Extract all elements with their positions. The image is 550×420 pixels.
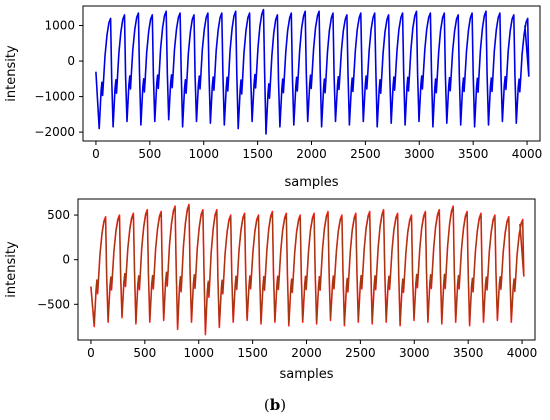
bottom-subplot: 0 500 1000 1500 2000 2500 3000 3500 4000 −500 0 50… — [4, 198, 537, 382]
bottom-series-line-1 — [90, 205, 525, 332]
top-x-axis-label: samples — [284, 175, 338, 190]
top-y-axis-label: intensity — [4, 45, 19, 102]
top-series-line-0 — [95, 8, 530, 135]
bottom-x-tick-label: 2500 — [345, 346, 376, 360]
top-x-tick-label: 500 — [138, 147, 161, 161]
bottom-x-tick-label: 4000 — [507, 346, 538, 360]
top-x-tick-label: 1500 — [242, 147, 273, 161]
bottom-y-axis-ticks: −500 0 500 — [37, 208, 78, 311]
bottom-x-axis-label: samples — [279, 367, 333, 382]
top-y-tick-label: −1000 — [34, 90, 75, 104]
top-x-tick-label: 1000 — [188, 147, 219, 161]
top-series-group — [95, 8, 530, 135]
figure-caption: (b) — [264, 396, 286, 414]
top-x-tick-label: 2500 — [350, 147, 381, 161]
top-y-tick-label: 0 — [67, 54, 75, 68]
bottom-x-tick-label: 3000 — [399, 346, 430, 360]
top-x-tick-label: 0 — [92, 147, 100, 161]
top-x-tick-label: 3000 — [404, 147, 435, 161]
top-x-tick-label: 2000 — [296, 147, 327, 161]
bottom-x-tick-label: 3500 — [453, 346, 484, 360]
bottom-y-tick-label: 500 — [47, 208, 70, 222]
bottom-x-tick-label: 2000 — [291, 346, 322, 360]
caption-letter: b — [270, 396, 281, 414]
top-y-tick-label: −2000 — [34, 125, 75, 139]
bottom-x-tick-label: 1000 — [183, 346, 214, 360]
bottom-series-group — [90, 203, 525, 336]
bottom-x-tick-label: 500 — [133, 346, 156, 360]
bottom-y-tick-label: 0 — [62, 253, 70, 267]
top-subplot: 0 500 1000 1500 2000 2500 3000 3500 4000 −2000 −1… — [4, 5, 542, 190]
caption-close-paren: ) — [280, 396, 286, 414]
top-x-axis-ticks: 0 500 1000 1500 2000 2500 3000 3500 4000 — [92, 141, 542, 161]
bottom-plot-frame — [77, 198, 536, 341]
bottom-x-tick-label: 1500 — [237, 346, 268, 360]
top-y-axis-ticks: −2000 −1000 0 1000 — [34, 19, 83, 139]
bottom-x-axis-ticks: 0 500 1000 1500 2000 2500 3000 3500 4000 — [87, 340, 537, 360]
top-x-tick-label: 3500 — [458, 147, 489, 161]
top-y-tick-label: 1000 — [44, 19, 75, 33]
caption-open-paren: ( — [264, 396, 270, 414]
bottom-y-axis-label: intensity — [4, 241, 19, 298]
bottom-y-tick-label: −500 — [37, 297, 70, 311]
bottom-x-tick-label: 0 — [87, 346, 95, 360]
top-x-tick-label: 4000 — [512, 147, 543, 161]
